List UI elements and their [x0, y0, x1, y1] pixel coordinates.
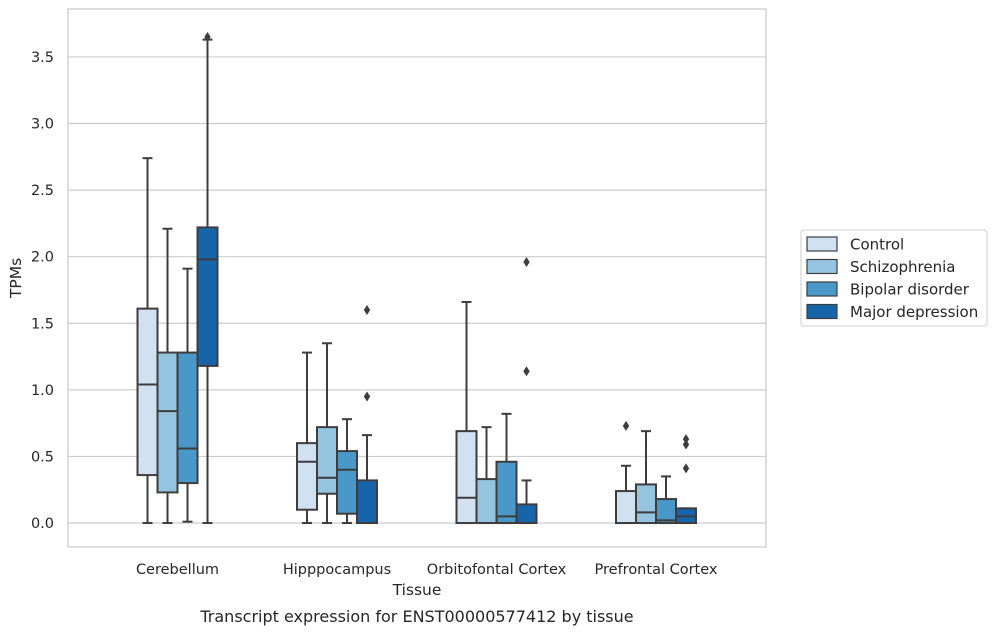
- outlier-point: [523, 366, 530, 377]
- box-group: [136, 157, 159, 525]
- box-group: [176, 267, 199, 523]
- y-tick-label: 2.5: [31, 183, 54, 199]
- y-tick-label: 0.5: [31, 449, 54, 465]
- y-tick-label: 3.0: [31, 117, 54, 133]
- box: [356, 479, 378, 525]
- box: [495, 460, 518, 525]
- box: [156, 351, 179, 494]
- legend-swatch: [806, 281, 838, 297]
- legend-swatch: [806, 236, 838, 252]
- outlier-point: [363, 304, 371, 315]
- legend-label: Control: [850, 236, 904, 254]
- legend-frame: [800, 229, 988, 327]
- legend-label: Schizophrenia: [850, 258, 955, 276]
- outlier-point: [204, 31, 211, 42]
- box: [615, 490, 637, 525]
- y-tick-label: 3.5: [31, 50, 54, 66]
- x-tick-label: Cerebellum: [136, 562, 219, 578]
- box-group: [675, 434, 697, 525]
- box-group: [495, 412, 518, 525]
- outlier-point: [523, 257, 530, 268]
- y-tick-label: 1.0: [31, 383, 54, 399]
- box-group: [455, 300, 478, 525]
- box-group: [196, 31, 219, 525]
- legend-label: Major depression: [850, 303, 978, 321]
- y-tick-labels: 0.0 0.5 1.0 1.5 2.0 2.5 3.0 3.5: [31, 50, 54, 532]
- box: [635, 483, 657, 525]
- outlier-point: [622, 420, 630, 431]
- box: [455, 430, 478, 525]
- box-group: [156, 227, 179, 525]
- outlier-point: [682, 439, 690, 450]
- plot-frame: [67, 8, 767, 548]
- box: [176, 351, 199, 485]
- box-group: [515, 257, 538, 525]
- legend-swatch: [806, 303, 838, 320]
- x-axis-title: Tissue: [392, 581, 442, 599]
- box: [196, 226, 219, 367]
- legend: Control Schizophrenia Bipolar disorder Majo…: [800, 229, 988, 327]
- box: [475, 478, 498, 525]
- legend-swatch: [806, 258, 838, 275]
- x-tick-label: Orbitofontal Cortex: [427, 562, 567, 578]
- y-tick-label: 1.5: [31, 316, 54, 332]
- chart-caption: Transcript expression for ENST0000057741…: [199, 607, 633, 626]
- box-layer: [136, 31, 697, 525]
- x-tick-labels: Cerebellum Hipppocampus Orbitofontal Corte…: [136, 562, 718, 578]
- outlier-point: [682, 434, 690, 445]
- outlier-point: [682, 463, 690, 474]
- box-group: [356, 304, 378, 525]
- x-tick-label: Hipppocampus: [283, 562, 391, 578]
- legend-label: Bipolar disorder: [850, 281, 970, 299]
- box: [336, 450, 358, 515]
- x-tick-label: Prefrontal Cortex: [595, 562, 718, 578]
- box-group: [615, 420, 637, 525]
- y-tick-label: 2.0: [31, 250, 54, 266]
- box: [136, 307, 159, 477]
- y-tick-label: 0.0: [31, 516, 54, 532]
- box: [515, 503, 538, 525]
- box-group: [635, 430, 657, 525]
- box: [296, 442, 318, 511]
- box: [316, 426, 338, 495]
- outlier-point: [363, 391, 371, 402]
- y-axis-title: TPMs: [7, 258, 25, 299]
